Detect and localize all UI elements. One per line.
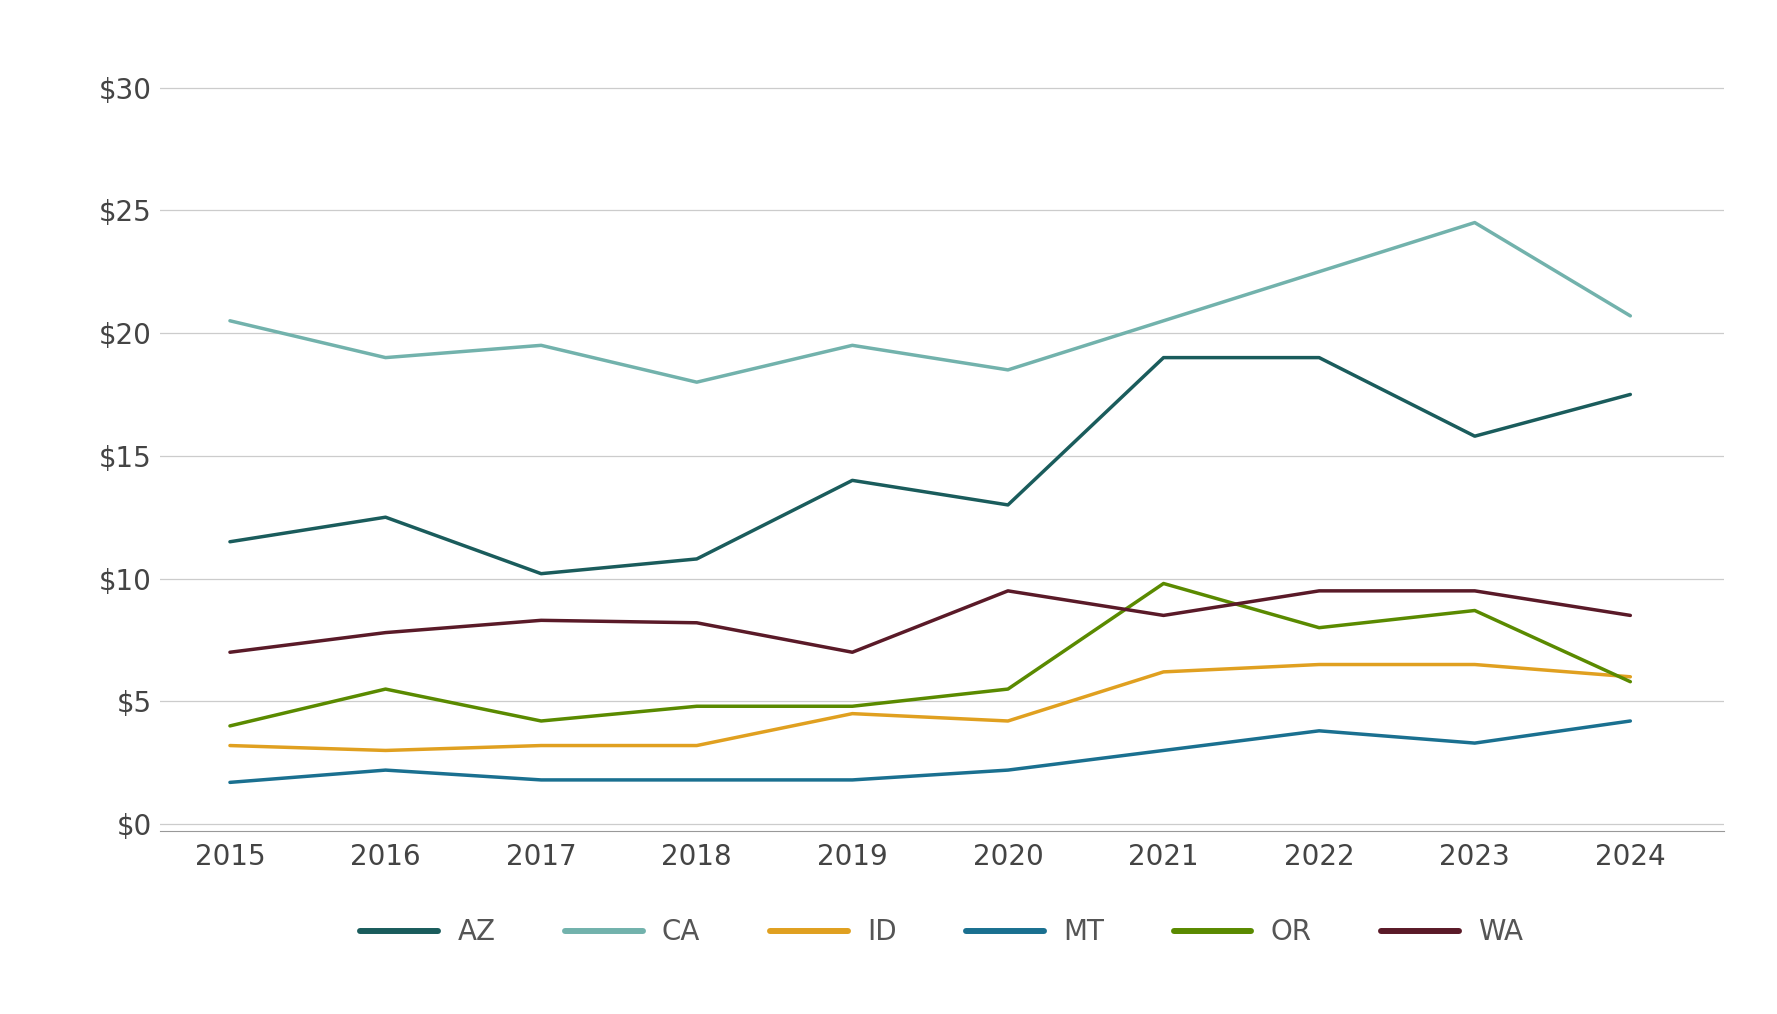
OR xyxy=(219,720,240,732)
MT xyxy=(219,777,240,789)
CA xyxy=(1464,216,1486,228)
AZ xyxy=(686,553,707,565)
CA xyxy=(1308,266,1329,278)
Line: OR: OR xyxy=(229,583,1630,726)
OR xyxy=(1464,604,1486,617)
AZ xyxy=(1308,352,1329,364)
ID xyxy=(1464,658,1486,670)
MT xyxy=(1464,737,1486,749)
AZ xyxy=(1464,430,1486,442)
AZ xyxy=(842,475,864,487)
Line: AZ: AZ xyxy=(229,358,1630,574)
CA xyxy=(375,352,396,364)
AZ xyxy=(997,499,1018,511)
MT xyxy=(842,774,864,786)
Line: MT: MT xyxy=(229,721,1630,783)
CA xyxy=(1619,310,1640,322)
Line: ID: ID xyxy=(229,664,1630,750)
OR xyxy=(375,683,396,696)
OR xyxy=(1153,577,1175,589)
CA xyxy=(531,340,553,352)
CA xyxy=(1153,314,1175,327)
AZ xyxy=(219,535,240,548)
ID xyxy=(219,739,240,751)
OR xyxy=(686,701,707,713)
Line: WA: WA xyxy=(229,591,1630,652)
WA xyxy=(1464,585,1486,597)
OR xyxy=(997,683,1018,696)
MT xyxy=(1153,744,1175,756)
ID xyxy=(686,739,707,751)
MT xyxy=(686,774,707,786)
WA xyxy=(1308,585,1329,597)
AZ xyxy=(531,568,553,580)
OR xyxy=(842,701,864,713)
WA xyxy=(531,614,553,627)
WA xyxy=(686,617,707,629)
WA xyxy=(1153,609,1175,622)
WA xyxy=(842,646,864,658)
CA xyxy=(686,376,707,388)
Line: CA: CA xyxy=(229,222,1630,382)
WA xyxy=(375,627,396,639)
OR xyxy=(1619,675,1640,687)
ID xyxy=(1619,670,1640,682)
AZ xyxy=(1619,388,1640,401)
AZ xyxy=(375,511,396,523)
ID xyxy=(997,715,1018,727)
MT xyxy=(1619,715,1640,727)
OR xyxy=(1308,622,1329,634)
MT xyxy=(997,764,1018,776)
MT xyxy=(375,764,396,776)
CA xyxy=(842,340,864,352)
OR xyxy=(531,715,553,727)
ID xyxy=(1308,658,1329,670)
MT xyxy=(1308,725,1329,737)
MT xyxy=(531,774,553,786)
AZ xyxy=(1153,352,1175,364)
ID xyxy=(531,739,553,751)
WA xyxy=(997,585,1018,597)
Legend: AZ, CA, ID, MT, OR, WA: AZ, CA, ID, MT, OR, WA xyxy=(361,919,1523,946)
WA xyxy=(1619,609,1640,622)
CA xyxy=(219,314,240,327)
WA xyxy=(219,646,240,658)
ID xyxy=(842,708,864,720)
ID xyxy=(1153,666,1175,678)
CA xyxy=(997,364,1018,376)
ID xyxy=(375,744,396,756)
